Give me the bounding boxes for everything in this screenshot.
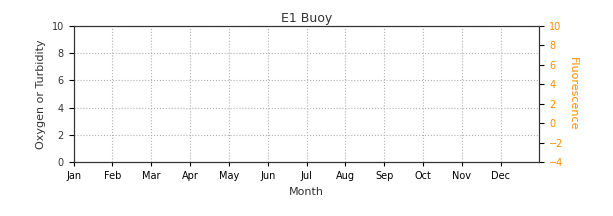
Y-axis label: Fluorescence: Fluorescence bbox=[568, 57, 577, 131]
Y-axis label: Oxygen or Turbidity: Oxygen or Turbidity bbox=[36, 39, 46, 149]
Title: E1 Buoy: E1 Buoy bbox=[281, 12, 332, 25]
X-axis label: Month: Month bbox=[289, 187, 324, 197]
